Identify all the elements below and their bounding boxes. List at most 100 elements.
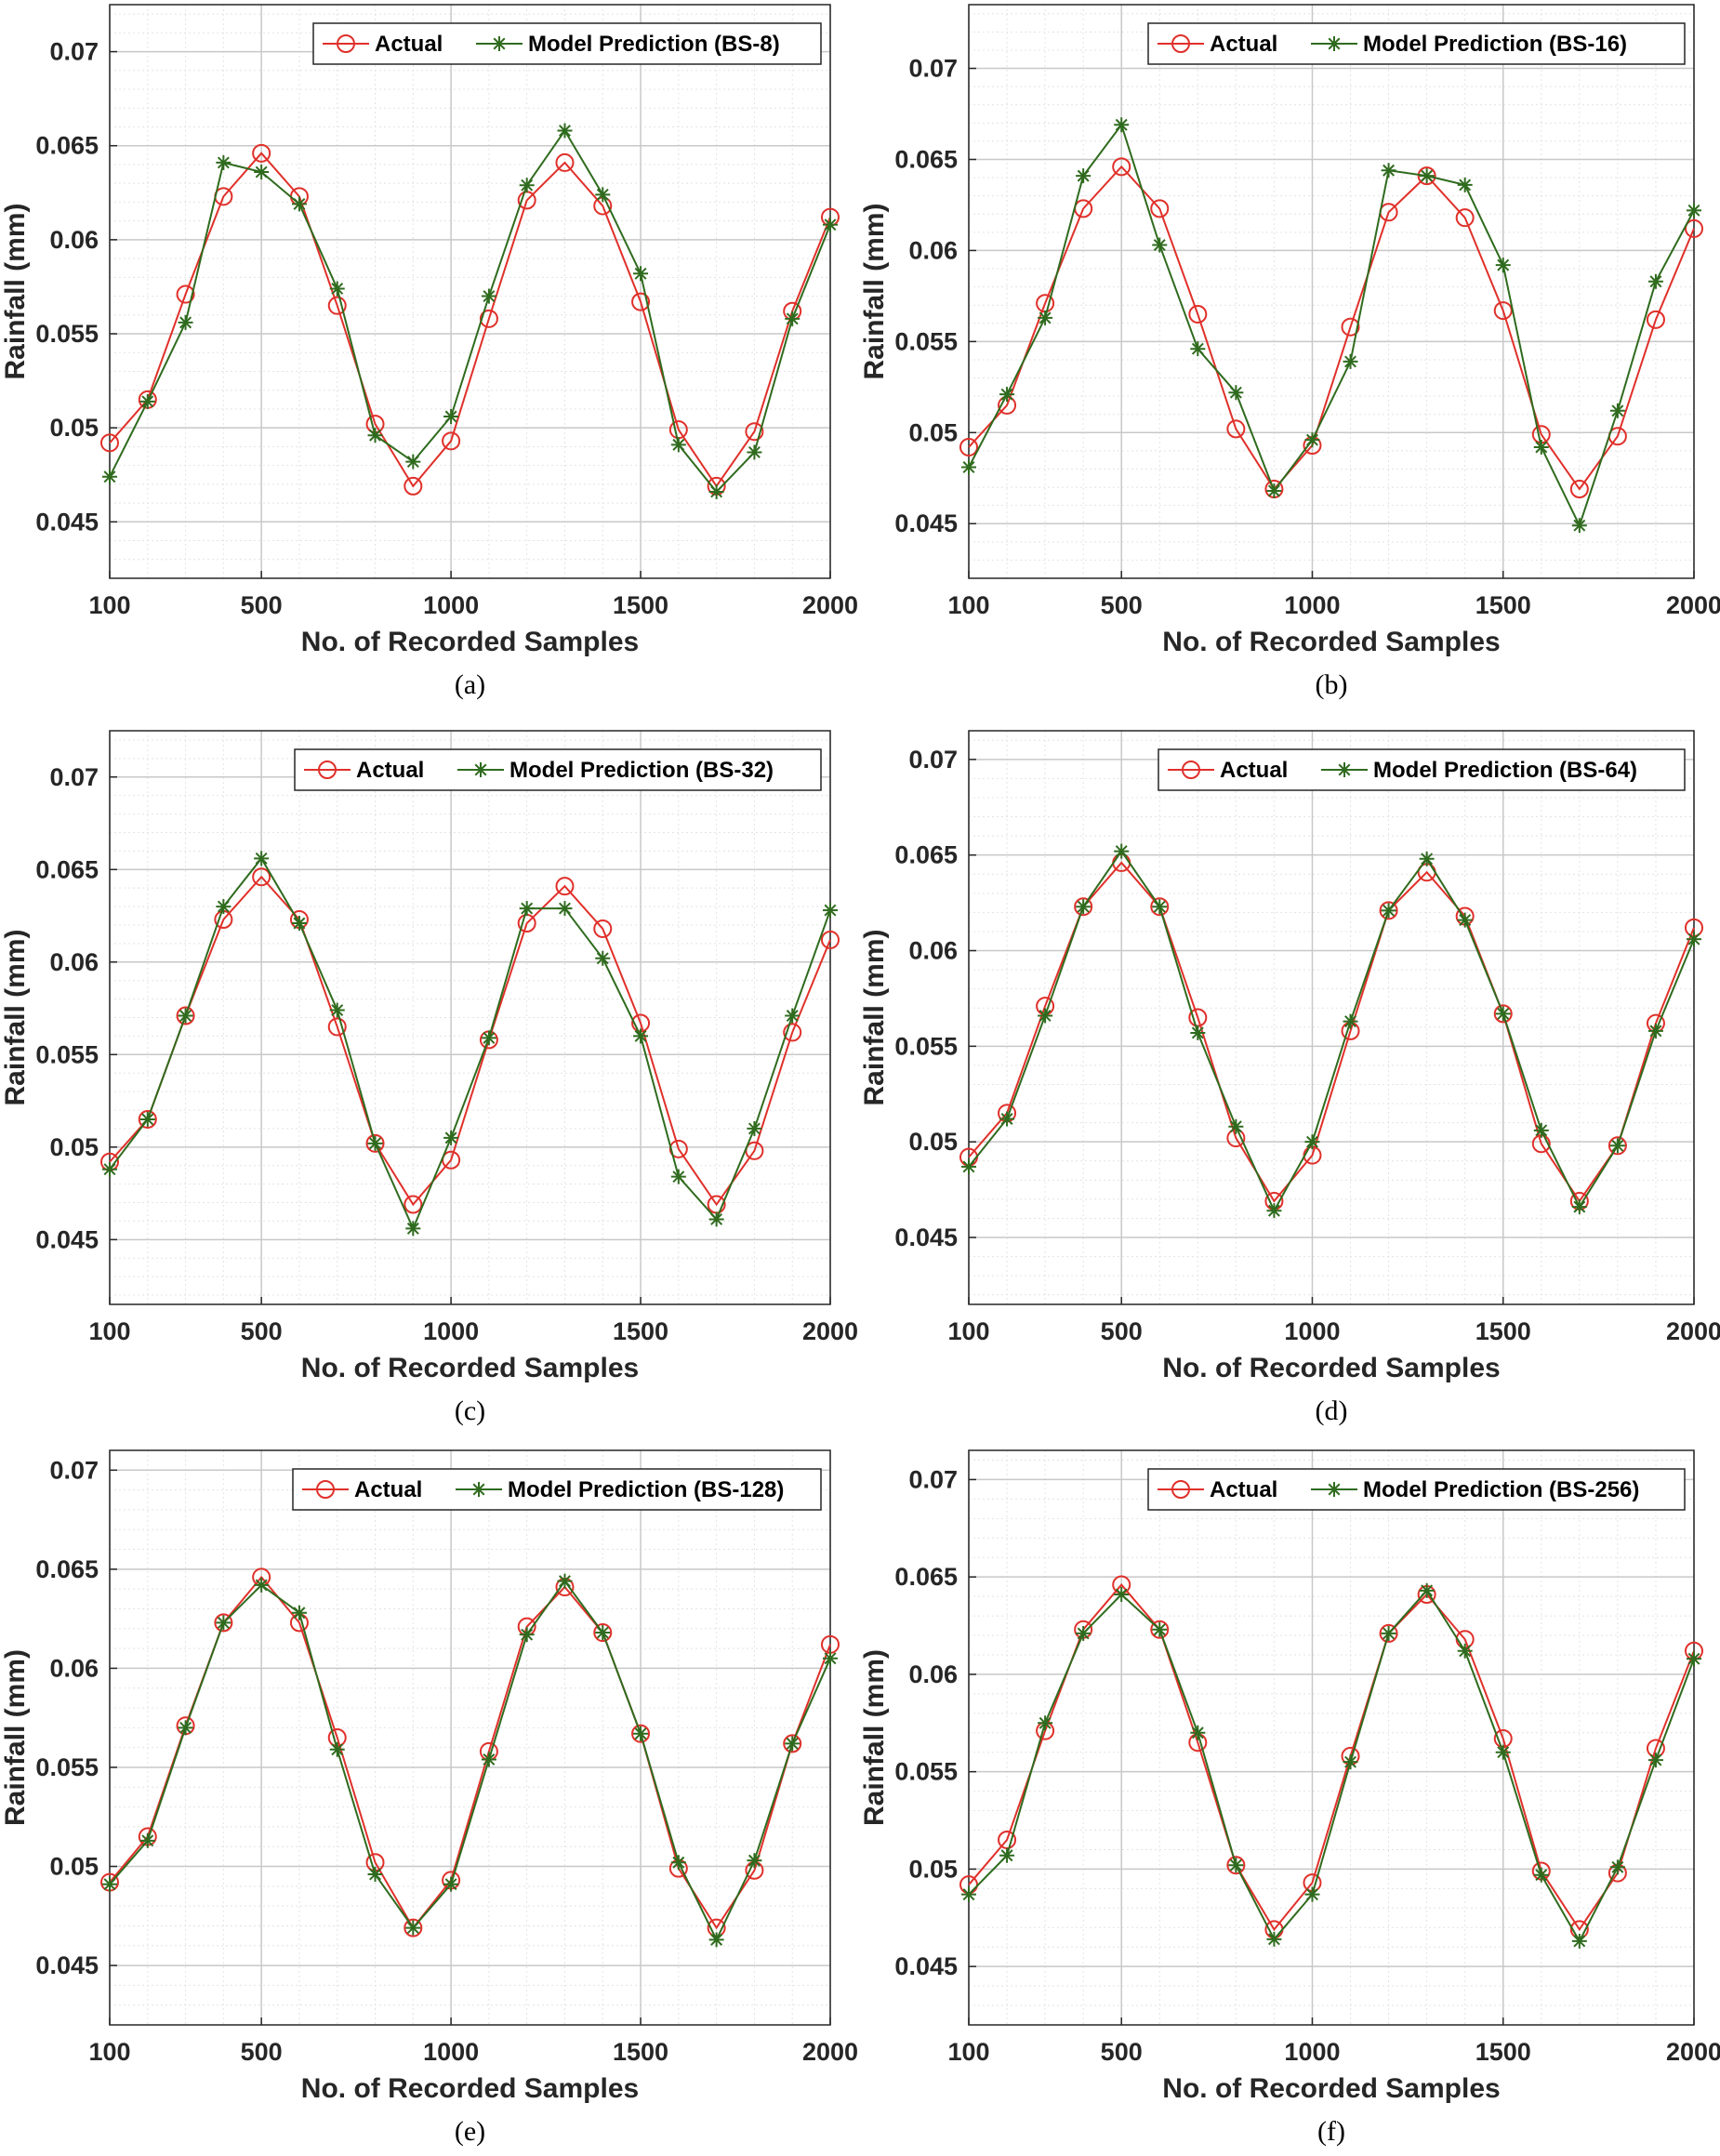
star-marker xyxy=(1266,1931,1282,1947)
star-stroke xyxy=(1535,1124,1548,1137)
y-tick-label: 0.05 xyxy=(49,1133,99,1161)
star-stroke xyxy=(217,1616,230,1629)
star-marker xyxy=(291,915,307,931)
panel-caption: (a) xyxy=(455,669,485,700)
circle-marker xyxy=(1150,1620,1170,1639)
star-marker xyxy=(443,1876,459,1892)
x-tick-label: 1000 xyxy=(423,591,479,619)
star-stroke xyxy=(444,1878,457,1891)
legend-prediction-label: Model Prediction (BS-128) xyxy=(508,1477,784,1502)
plot-area xyxy=(969,1450,1694,2025)
star-stroke xyxy=(1039,1009,1052,1022)
star-marker xyxy=(1327,1482,1342,1497)
star-marker xyxy=(1647,273,1663,289)
star-marker xyxy=(1038,1008,1053,1024)
legend-actual-marker xyxy=(316,1480,335,1499)
star-stroke xyxy=(217,900,230,913)
star-marker xyxy=(367,1135,383,1151)
star-stroke xyxy=(1267,484,1280,497)
panel-caption: (b) xyxy=(1316,669,1348,700)
y-tick-label: 0.06 xyxy=(49,1654,99,1682)
circle-marker xyxy=(555,877,575,896)
star-marker xyxy=(1647,1023,1663,1038)
star-stroke xyxy=(748,445,761,458)
star-stroke xyxy=(1338,763,1351,776)
series-line xyxy=(968,1583,1695,1932)
star-marker xyxy=(1571,518,1587,534)
star-marker xyxy=(443,409,459,425)
series-prediction xyxy=(102,851,838,1237)
star-stroke xyxy=(521,179,534,192)
star-stroke xyxy=(406,456,419,469)
star-marker xyxy=(254,1577,270,1593)
star-stroke xyxy=(672,438,685,451)
star-marker xyxy=(1190,1725,1206,1740)
x-axis-label: No. of Recorded Samples xyxy=(301,2073,639,2104)
star-marker xyxy=(1343,1754,1358,1770)
y-tick-label: 0.045 xyxy=(894,509,958,537)
star-stroke xyxy=(1153,900,1166,913)
star-marker xyxy=(999,1847,1015,1863)
star-marker xyxy=(481,288,496,304)
chart-panel-b: 100 500 1000 1500 2000 0.045 0.05 0.055 0.06 0.06… xyxy=(859,4,1720,700)
star-marker xyxy=(102,1161,117,1177)
star-stroke xyxy=(1535,441,1548,454)
star-stroke xyxy=(1535,1869,1548,1882)
star-marker xyxy=(1228,1858,1244,1873)
series-line xyxy=(968,849,1695,1213)
star-marker xyxy=(670,1855,686,1871)
circle-marker xyxy=(138,1109,157,1129)
series-prediction xyxy=(961,1582,1701,1949)
star-marker xyxy=(1381,1625,1396,1641)
chart-panel-e: 100 500 1000 1500 2000 0.045 0.05 0.055 0.06 0.06… xyxy=(0,1449,858,2147)
star-marker xyxy=(471,1482,486,1497)
star-stroke xyxy=(444,410,457,423)
star-marker xyxy=(1419,168,1435,184)
star-marker xyxy=(1687,203,1701,218)
y-tick-label: 0.06 xyxy=(908,1660,958,1688)
star-stroke xyxy=(596,1626,609,1639)
star-marker xyxy=(1343,1013,1358,1029)
star-stroke xyxy=(1687,1652,1700,1665)
star-stroke xyxy=(1421,169,1434,182)
star-marker xyxy=(1076,168,1092,184)
x-tick-label: 2000 xyxy=(1666,2038,1720,2066)
star-marker xyxy=(1609,1138,1625,1154)
series-prediction xyxy=(961,117,1701,534)
star-stroke xyxy=(786,1010,799,1022)
y-tick-label: 0.045 xyxy=(35,1225,99,1253)
legend-actual-marker xyxy=(318,761,337,779)
star-marker xyxy=(708,1932,724,1948)
circle-marker xyxy=(176,284,195,304)
series-actual xyxy=(100,1567,840,1938)
x-tick-label: 2000 xyxy=(802,2038,858,2066)
circle-marker xyxy=(1417,166,1436,186)
star-stroke xyxy=(1573,519,1586,532)
y-tick-label: 0.045 xyxy=(894,1223,958,1251)
x-tick-label: 500 xyxy=(1101,591,1143,619)
star-marker xyxy=(1647,1753,1663,1768)
star-marker xyxy=(1266,483,1282,498)
star-stroke xyxy=(824,1652,837,1665)
y-tick-label: 0.06 xyxy=(908,236,958,264)
plot-area xyxy=(969,5,1694,578)
star-stroke xyxy=(962,461,975,473)
star-marker xyxy=(1114,843,1130,859)
star-stroke xyxy=(634,1029,647,1042)
circle-marker xyxy=(442,431,461,451)
y-tick-label: 0.055 xyxy=(894,327,958,355)
circle-marker xyxy=(1379,1623,1398,1643)
y-tick-label: 0.06 xyxy=(49,226,99,254)
star-marker xyxy=(405,454,421,470)
panel-caption: (d) xyxy=(1316,1395,1348,1426)
star-marker xyxy=(1076,1625,1092,1641)
circle-marker xyxy=(1150,897,1170,917)
star-stroke xyxy=(1611,404,1624,417)
star-marker xyxy=(102,1876,117,1892)
star-stroke xyxy=(103,1163,116,1176)
star-stroke xyxy=(1000,1113,1013,1125)
y-tick-label: 0.07 xyxy=(908,1465,958,1493)
star-stroke xyxy=(406,1222,419,1235)
circle-marker xyxy=(783,1023,802,1042)
